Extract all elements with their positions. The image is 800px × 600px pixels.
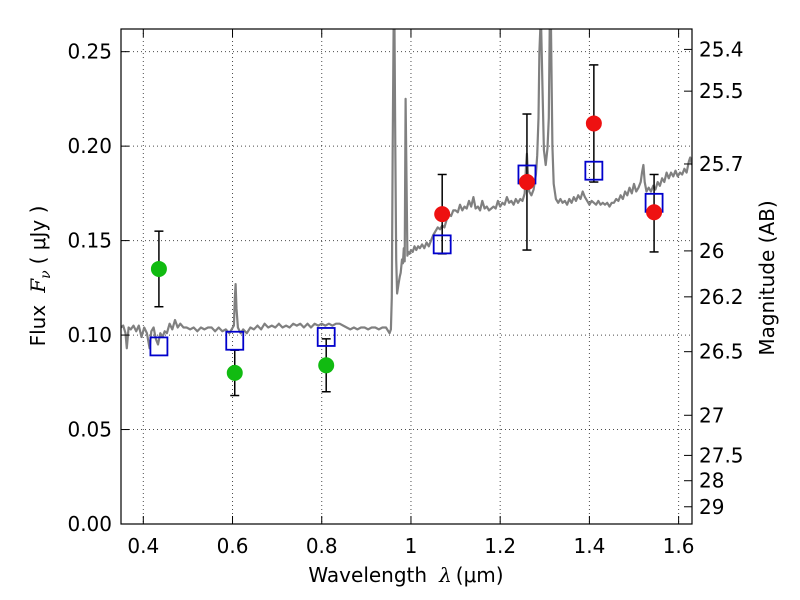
- spectrum-layer: [121, 29, 692, 350]
- y2-tick-label: 29: [699, 495, 724, 519]
- y-tick-label: 0.20: [67, 134, 112, 158]
- y2-tick-label: 27.5: [699, 443, 744, 467]
- observed-point: [646, 204, 663, 221]
- x-tick-label: 0.4: [127, 534, 159, 558]
- y2-tick-label: 25.5: [699, 79, 744, 103]
- y-tick-label: 0.00: [67, 512, 112, 536]
- y2-tick-label: 25.4: [699, 37, 744, 61]
- plot-frame: [120, 28, 693, 525]
- spectrum-line: [121, 29, 692, 350]
- y-axis-label: FluxFν( μJy ): [26, 206, 54, 347]
- y2-tick-label: 27: [699, 403, 724, 427]
- observed-point: [150, 260, 167, 277]
- model-point: [225, 330, 245, 351]
- x-tick-label: 0.6: [217, 534, 249, 558]
- y-tick-label: 0.10: [67, 323, 112, 347]
- ticks: [121, 29, 692, 525]
- model-point: [432, 234, 452, 255]
- y-tick-label: 0.25: [67, 40, 112, 64]
- model-point: [584, 160, 604, 181]
- x-axis-label: Wavelength λ (μm): [308, 563, 503, 587]
- observed-point: [226, 364, 243, 381]
- plot-border: [120, 28, 693, 525]
- model-point: [316, 327, 336, 347]
- y2-tick-label: 28: [699, 469, 724, 493]
- x-tick-label: 1.6: [663, 534, 695, 558]
- grid: [121, 29, 692, 524]
- x-tick-label: 1: [405, 534, 418, 558]
- observed-point: [318, 357, 335, 374]
- x-tick-label: 1.4: [573, 534, 605, 558]
- y2-axis-label: Magnitude (AB): [755, 200, 779, 355]
- y2-tick-label: 26.5: [699, 340, 744, 364]
- y-tick-label: 0.15: [67, 229, 112, 253]
- x-tick-label: 0.8: [306, 534, 338, 558]
- marker-layer: [149, 115, 664, 381]
- observed-point: [518, 174, 535, 191]
- y2-tick-label: 25.7: [699, 152, 744, 176]
- y2-tick-label: 26: [699, 239, 724, 263]
- y-tick-label: 0.05: [67, 418, 112, 442]
- x-tick-label: 1.2: [484, 534, 516, 558]
- tick-labels: 0.4 0.6 0.8 1 1.2 1.4 1.6 0.00 0.05 0.10 0.15 0.20 0…: [67, 37, 743, 558]
- model-point: [149, 336, 169, 357]
- observed-point: [434, 206, 451, 223]
- y2-tick-label: 26.2: [699, 285, 744, 309]
- observed-point: [585, 115, 602, 132]
